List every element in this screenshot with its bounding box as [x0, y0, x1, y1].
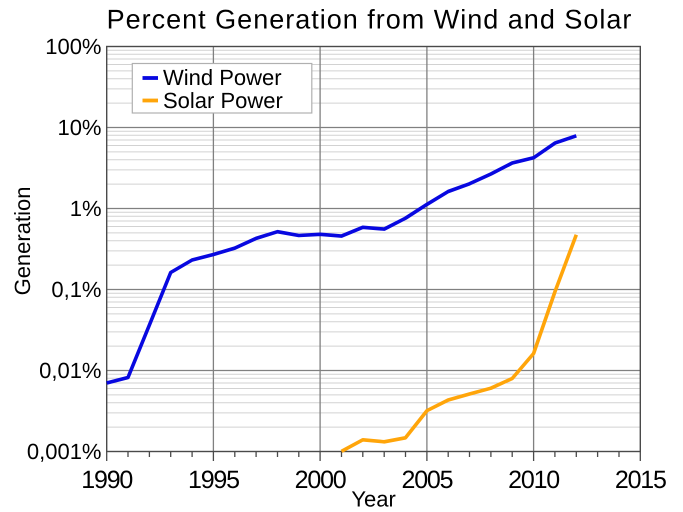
svg-text:1%: 1%	[70, 196, 102, 221]
svg-text:2015: 2015	[615, 466, 666, 494]
svg-text:Wind Power: Wind Power	[163, 65, 282, 90]
svg-text:100%: 100%	[45, 34, 101, 59]
svg-text:Solar Power: Solar Power	[163, 88, 283, 113]
svg-text:0,001%: 0,001%	[27, 439, 102, 464]
svg-text:Generation: Generation	[10, 187, 35, 296]
svg-text:1995: 1995	[188, 466, 239, 494]
svg-text:2010: 2010	[508, 466, 559, 494]
svg-text:1990: 1990	[81, 466, 132, 494]
svg-text:2000: 2000	[295, 466, 346, 494]
svg-text:10%: 10%	[57, 115, 101, 140]
svg-text:Year: Year	[351, 487, 395, 512]
svg-text:0,01%: 0,01%	[39, 358, 101, 383]
svg-text:2005: 2005	[401, 466, 452, 494]
svg-text:Percent Generation from Wind a: Percent Generation from Wind and Solar	[107, 5, 633, 35]
svg-text:0,1%: 0,1%	[51, 277, 101, 302]
